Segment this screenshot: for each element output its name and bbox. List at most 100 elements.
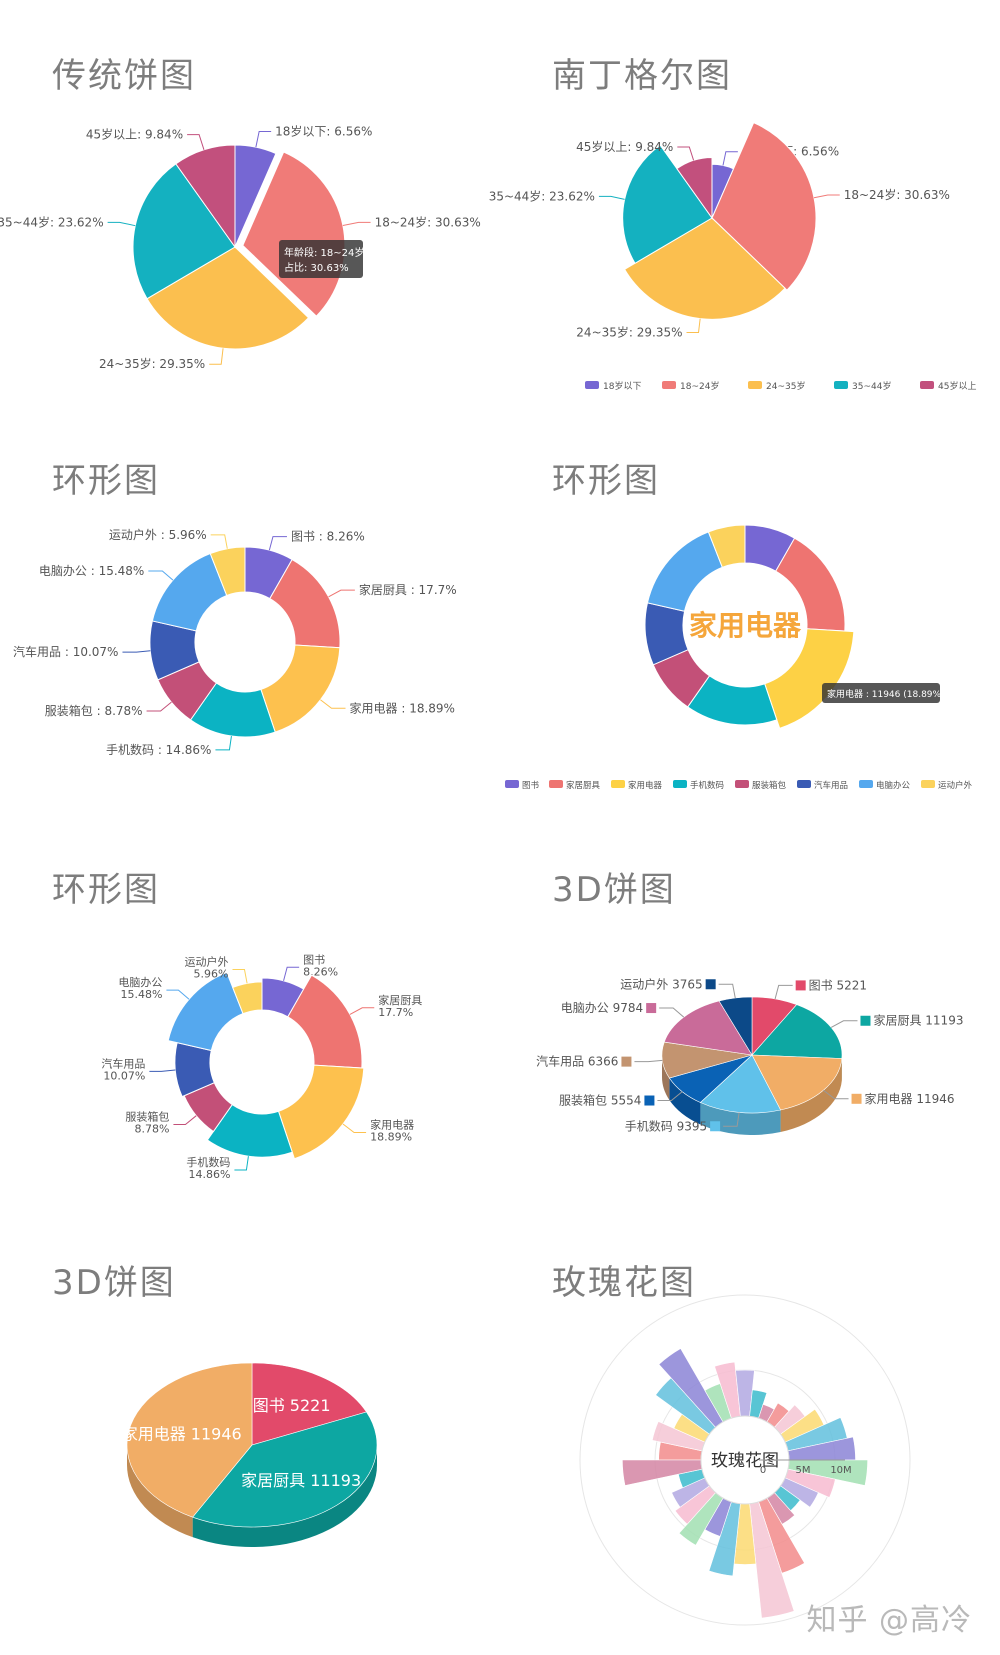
donut-slice [167, 971, 244, 1052]
watermark-text: 知乎 @高冷 [806, 1603, 972, 1638]
pie3d-label: 家居厨具 11193 [873, 1013, 963, 1028]
pie3d-slice [718, 996, 753, 1057]
pie3d-label: 家用电器 11946 [865, 1091, 955, 1106]
pie3d-side [780, 1058, 842, 1132]
rose-slice-label: 45岁以上: 9.84% [576, 139, 673, 154]
rose-slice-label: 24~35岁: 29.35% [576, 325, 682, 340]
rose-slice [623, 217, 786, 320]
legend: 18岁以下 18~24岁 24~35岁 35~44岁 45岁以上 [585, 380, 976, 392]
pie3d-chart-full: 图书 5221 家居厨具 11193 家用电器 11946 手机数码 9395 服装箱包… [536, 976, 963, 1135]
rose-radial-tick: 0 [760, 1465, 766, 1476]
donut-slice-label: 8.26% [303, 965, 338, 978]
donut-slice-leader [210, 534, 228, 549]
tooltip-box [279, 240, 363, 278]
rose-slice [622, 144, 713, 264]
donut-slice-label: 服装箱包 [125, 1110, 169, 1124]
title-p4: 环形图 [552, 461, 660, 501]
rose-slice-leader [598, 195, 625, 200]
donut-slice [646, 531, 723, 612]
pie-slice-label: 18~24岁: 30.63% [375, 214, 481, 229]
donut-slice-label: 运动户外 : 5.96% [109, 527, 207, 542]
tooltip-line: 家用电器 : 11946 (18.89%) [827, 688, 945, 700]
rose-slice-label: 18~24岁: 30.63% [844, 187, 950, 202]
legend-swatch [797, 780, 811, 788]
legend-label: 家用电器 [628, 780, 663, 791]
rose-grid-ring [579, 1294, 911, 1626]
pie3d-leader [657, 1091, 683, 1102]
pie3d-label: 电脑办公 9784 [561, 1000, 643, 1015]
rose-slice-leader [686, 318, 701, 334]
pie-slice-label: 24~35岁: 29.35% [99, 356, 205, 371]
pie3d-legend-swatch [705, 979, 716, 990]
pie3d-leader [634, 1059, 663, 1063]
pie3d-slice [751, 1004, 843, 1059]
donut-slice-label: 图书 : 8.26% [291, 530, 365, 544]
pie3d-leader [823, 1089, 849, 1100]
pie-slice-label: 18岁以下: 6.56% [275, 123, 372, 138]
pie3d-leader [718, 983, 736, 999]
title-p1: 传统饼图 [52, 56, 196, 96]
legend-swatch [834, 381, 848, 389]
pie3d-label: 图书 5221 [253, 1396, 331, 1415]
pie3d-label: 家居厨具 11193 [241, 1471, 361, 1490]
title-p2: 南丁格尔图 [552, 56, 732, 96]
pie3d-slice [251, 1362, 367, 1446]
pie3d-side [669, 1078, 701, 1125]
donut-slice-label: 电脑办公 : 15.48% [39, 563, 144, 578]
center-label: 家用电器 [689, 609, 802, 642]
donut-slice [277, 1064, 365, 1160]
pie3d-label: 家用电器 11946 [122, 1424, 242, 1443]
donut-slice [707, 524, 746, 568]
pie3d-slice [192, 1411, 378, 1528]
donut-slice-label: 18.89% [370, 1131, 412, 1144]
legend-swatch [611, 780, 625, 788]
donut-slice-label: 15.48% [120, 988, 162, 1001]
pie3d-legend-swatch [710, 1121, 721, 1132]
legend-swatch [505, 780, 519, 788]
donut-slice [232, 981, 263, 1015]
donut-slice-leader [148, 570, 174, 581]
pie-slice-leader [209, 348, 224, 365]
rose-slice-leader [722, 151, 738, 166]
pie3d-label: 运动户外 3765 [620, 976, 702, 991]
legend-swatch [735, 780, 749, 788]
pie3d-legend-swatch [795, 980, 806, 991]
title-p8: 玫瑰花图 [552, 1263, 696, 1303]
pie3d-leader [659, 1007, 685, 1018]
pie3d-label: 服装箱包 5554 [559, 1093, 641, 1108]
donut-slice-label: 家用电器 [370, 1118, 414, 1132]
legend-swatch [662, 381, 676, 389]
pie-slice-leader [187, 134, 205, 150]
legend-label: 24~35岁 [766, 380, 805, 392]
pie-slice [132, 163, 236, 300]
donut-slice [209, 546, 246, 597]
donut-slice-leader [173, 1115, 197, 1126]
pie3d-slice [126, 1362, 253, 1518]
pie3d-leader [774, 984, 793, 1000]
pie3d-legend-swatch [621, 1056, 632, 1067]
rose-slice-leader [813, 194, 840, 199]
pie3d-legend-swatch [644, 1095, 655, 1106]
donut-slice-leader [146, 701, 172, 712]
donut-slice-label: 汽车用品 [101, 1056, 145, 1070]
rose-radial-tick: 10M [830, 1465, 851, 1476]
donut-slice-leader [149, 1069, 176, 1072]
donut-slice-leader [232, 969, 248, 984]
title-p3: 环形图 [52, 461, 160, 501]
legend-label: 服装箱包 [752, 780, 787, 791]
donut-slice-label: 汽车用品 : 10.07% [13, 644, 118, 659]
donut-slice-leader [349, 1007, 375, 1015]
donut-slice [206, 1103, 293, 1158]
donut-slice-leader [342, 1123, 367, 1134]
legend-label: 运动户外 [938, 780, 973, 791]
donut-slice-leader [234, 1156, 249, 1171]
legend-label: 45岁以上 [938, 380, 976, 392]
donut-slice [260, 644, 341, 733]
pie3d-chart-simple: 图书 5221 家居厨具 11193 家用电器 11946 [122, 1362, 378, 1547]
legend-swatch [921, 780, 935, 788]
title-p7: 3D饼图 [52, 1263, 176, 1303]
donut-chart-labeled: 图书 : 8.26% 家居厨具 : 17.7% 家用电器 : 18.89% 手机数码 … [13, 527, 457, 757]
